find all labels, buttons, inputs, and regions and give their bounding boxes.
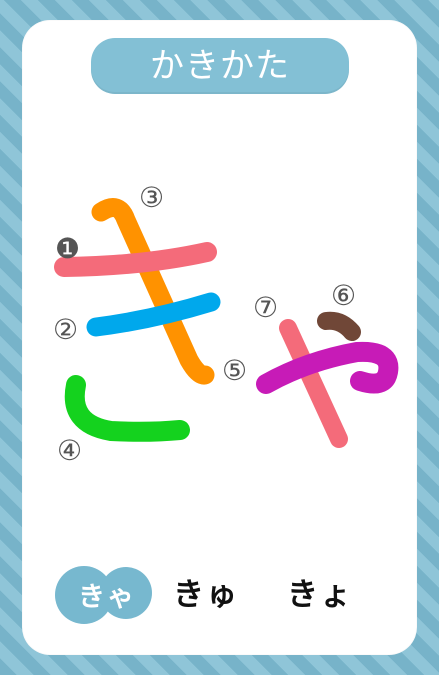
kya-badge-right-circle	[100, 567, 152, 619]
kana-option-kyu[interactable]: きゅ	[173, 577, 239, 613]
stroke-number-7: ⑦	[253, 291, 278, 324]
stroke-5-ya	[256, 341, 399, 394]
kana-option-kya[interactable]: きゃ	[55, 562, 159, 634]
stroke-6-ya	[317, 311, 361, 341]
stroke-order-illustration: ③ ❶ ② ④ ⑦ ⑥ ⑤	[53, 181, 399, 467]
stroke-number-4: ④	[57, 434, 82, 467]
kana-option-kyo[interactable]: きょ	[287, 577, 353, 613]
stroke-order-card: かきかた ③ ❶ ② ④ ⑦ ⑥ ⑤ きゃ きゅ きょ	[22, 20, 417, 655]
stroke-2-ki	[86, 292, 221, 337]
stroke-3-ki	[91, 198, 215, 385]
stroke-number-3: ③	[139, 181, 164, 214]
stroke-number-1: ❶	[55, 232, 80, 265]
kana-option-kya-label: きゃ	[78, 582, 136, 613]
stroke-number-2: ②	[53, 313, 78, 346]
kana-options: きゃ きゅ きょ	[55, 562, 395, 634]
page-title: かきかた	[91, 38, 349, 94]
stroke-4-ki	[64, 375, 190, 442]
stroke-number-5: ⑤	[222, 354, 247, 387]
stroke-1-ki	[54, 242, 217, 277]
stroke-number-6: ⑥	[331, 279, 356, 312]
stroke-7-ya	[279, 319, 348, 448]
